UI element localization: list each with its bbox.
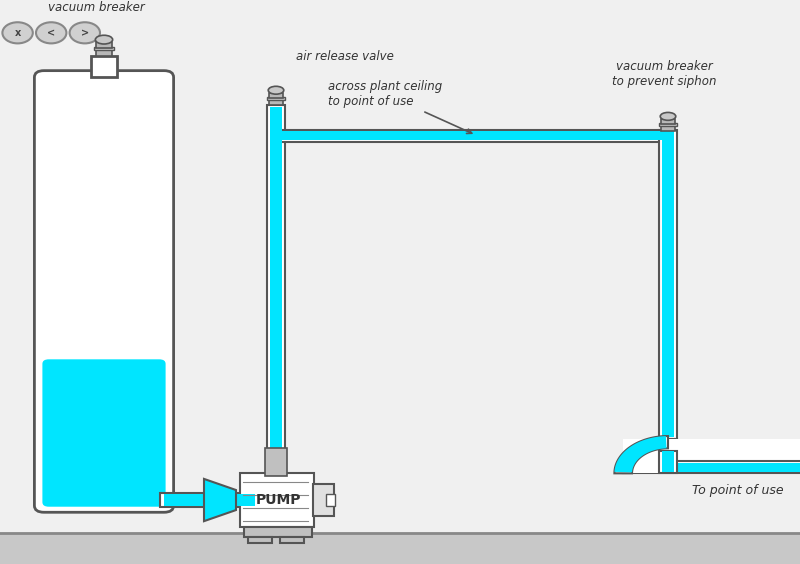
Bar	[662, 451, 674, 472]
Bar	[659, 451, 677, 473]
Bar	[623, 461, 800, 473]
Ellipse shape	[268, 86, 284, 94]
Bar	[661, 125, 675, 131]
Bar	[280, 537, 304, 544]
Bar	[244, 527, 312, 537]
Bar	[276, 130, 668, 142]
Bar	[626, 463, 800, 472]
Polygon shape	[614, 436, 668, 473]
FancyBboxPatch shape	[34, 70, 174, 512]
Bar	[267, 105, 285, 505]
Ellipse shape	[95, 36, 113, 44]
Bar	[267, 97, 285, 100]
Text: To point of use: To point of use	[692, 484, 784, 497]
Polygon shape	[204, 479, 236, 521]
Text: vacuum breaker: vacuum breaker	[48, 2, 144, 15]
Circle shape	[36, 22, 66, 43]
Bar	[313, 484, 334, 515]
Circle shape	[2, 22, 33, 43]
Bar	[659, 130, 677, 439]
Bar	[160, 493, 256, 507]
Bar	[270, 107, 282, 504]
Bar	[265, 448, 287, 476]
Bar	[94, 47, 114, 50]
Text: x: x	[14, 28, 21, 38]
Bar	[248, 537, 272, 544]
Bar	[164, 495, 255, 505]
Bar	[326, 495, 335, 505]
Bar	[659, 124, 677, 126]
Bar	[623, 439, 677, 473]
Bar	[96, 42, 112, 48]
Bar	[91, 56, 117, 77]
Bar	[623, 439, 800, 473]
Bar	[662, 131, 674, 437]
Text: vacuum breaker
to prevent siphon: vacuum breaker to prevent siphon	[612, 60, 716, 88]
Bar	[269, 99, 283, 105]
Bar	[659, 439, 677, 461]
Bar	[661, 118, 675, 124]
Ellipse shape	[660, 112, 676, 120]
Bar	[662, 439, 674, 460]
Text: >: >	[81, 28, 89, 38]
Text: air release valve: air release valve	[296, 50, 394, 63]
Bar	[96, 50, 112, 56]
Bar	[276, 131, 668, 140]
Circle shape	[70, 22, 100, 43]
Text: across plant ceiling
to point of use: across plant ceiling to point of use	[328, 80, 472, 134]
Text: PUMP: PUMP	[256, 493, 301, 507]
Polygon shape	[614, 436, 666, 472]
FancyBboxPatch shape	[42, 359, 166, 506]
Bar	[240, 473, 314, 527]
Text: <: <	[47, 28, 55, 38]
Bar	[269, 92, 283, 98]
